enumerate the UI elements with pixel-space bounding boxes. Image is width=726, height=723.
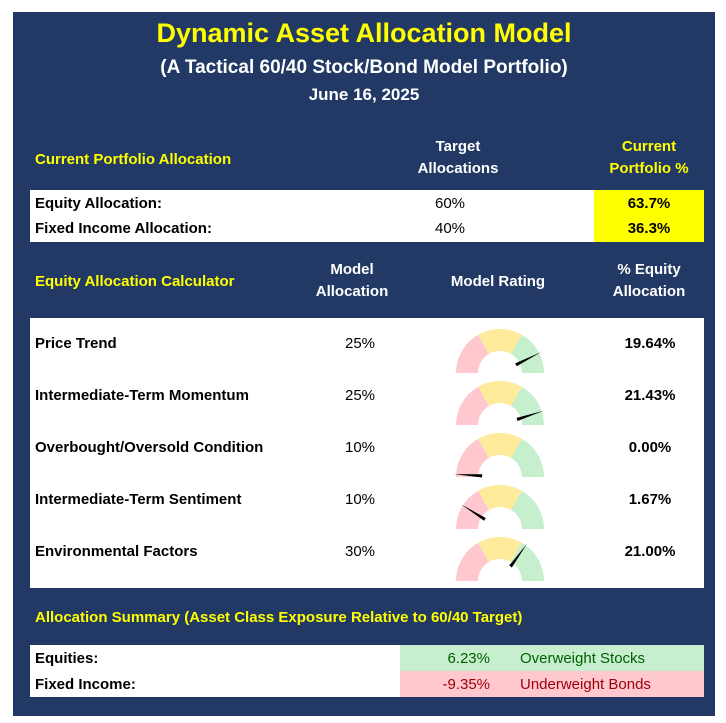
model-col-header: Model Allocation [292,259,412,303]
portfolio-table: Equity Allocation: 60% 63.7% Fixed Incom… [30,190,704,242]
current-col-header: Current Portfolio % [589,136,709,180]
current-value: 63.7% [627,195,671,212]
target-value: 40% [434,220,466,237]
table-row: Equities: 6.23% Overweight Stocks [30,650,704,670]
equity-value: 0.00% [628,439,672,456]
equity-value: 1.67% [628,491,672,508]
summary-note: Overweight Stocks [520,650,646,667]
current-highlight [594,190,704,242]
summary-table: Equities: 6.23% Overweight Stocks Fixed … [30,645,704,697]
gauge-zone-bearish [456,334,489,373]
gauge-zone-neutral [478,537,522,562]
rating-gauge [450,428,550,480]
equity-value: 21.43% [624,387,676,404]
underweight-highlight [400,671,704,697]
report-date: June 16, 2025 [308,85,420,104]
gauge-svg [456,381,544,425]
equity-col-header-line1: % Equity [617,261,681,278]
table-row: Environmental Factors 30% 21.00% [30,543,704,563]
row-label: Intermediate-Term Momentum [35,387,249,404]
current-col-header-line1: Current [621,138,677,155]
summary-section-title: Allocation Summary (Asset Class Exposure… [35,609,523,626]
rating-gauge [450,324,550,376]
gauge-svg [456,329,544,373]
row-label: Environmental Factors [35,543,198,560]
equity-value: 19.64% [624,335,676,352]
model-value: 10% [344,439,376,456]
gauge-zone-neutral [478,485,522,510]
gauge-zone-bullish [511,386,544,425]
table-row: Intermediate-Term Momentum 25% 21.43% [30,387,704,407]
target-value: 60% [434,195,466,212]
summary-value: 6.23% [447,650,490,667]
gauge-zone-neutral [478,381,522,406]
gauge-needle [454,474,483,478]
gauge-svg [456,485,544,529]
gauge-zone-neutral [478,433,522,458]
equity-col-header-line2: Allocation [612,283,686,300]
summary-value: -9.35% [442,676,490,693]
model-value: 10% [344,491,376,508]
rating-gauge [450,376,550,428]
summary-note: Underweight Bonds [520,676,651,693]
gauge-zone-bearish [456,438,489,477]
model-col-header-line1: Model [330,261,374,278]
equity-value: 21.00% [624,543,676,560]
rating-gauge [450,480,550,532]
table-row: Overbought/Oversold Condition 10% 0.00% [30,439,704,459]
report-subtitle: (A Tactical 60/40 Stock/Bond Model Portf… [160,57,568,78]
calculator-table: Price Trend 25% 19.64% Intermediate-Term… [30,318,704,588]
model-col-header-line2: Allocation [315,283,389,300]
row-label: Fixed Income: [35,676,136,693]
target-col-header-line1: Target [435,138,481,155]
report-title: Dynamic Asset Allocation Model [156,18,572,48]
gauge-zone-bearish [456,542,489,581]
current-value: 36.3% [627,220,671,237]
row-label: Equities: [35,650,99,667]
model-value: 25% [344,335,376,352]
gauge-zone-bullish [511,334,544,373]
gauge-svg [454,433,544,478]
report-frame: Dynamic Asset Allocation Model (A Tactic… [13,12,715,716]
target-col-header-line2: Allocations [417,160,499,177]
row-label: Equity Allocation: [35,195,162,212]
row-label: Fixed Income Allocation: [35,220,212,237]
model-value: 30% [344,543,376,560]
target-col-header: Target Allocations [398,136,518,180]
table-row: Intermediate-Term Sentiment 10% 1.67% [30,491,704,511]
table-row: Price Trend 25% 19.64% [30,335,704,355]
rating-gauge [450,532,550,584]
gauge-zone-bullish [511,438,544,477]
gauge-zone-neutral [478,329,522,354]
gauge-needle [509,543,528,568]
gauge-zone-bullish [511,542,544,581]
gauge-needle [461,504,486,521]
row-label: Intermediate-Term Sentiment [35,491,242,508]
table-row: Fixed Income: -9.35% Underweight Bonds [30,676,704,696]
current-col-header-line2: Portfolio % [609,160,689,177]
portfolio-section-title: Current Portfolio Allocation [35,151,232,168]
equity-col-header: % Equity Allocation [589,259,709,303]
gauge-svg [456,537,544,581]
gauge-zone-bearish [456,386,489,425]
model-value: 25% [344,387,376,404]
gauge-needle [516,410,544,421]
table-row: Equity Allocation: 60% 63.7% [30,195,704,215]
rating-col-header: Model Rating [450,273,546,290]
calculator-section-title: Equity Allocation Calculator [35,273,235,290]
row-label: Price Trend [35,335,117,352]
gauge-zone-bullish [511,490,544,529]
gauge-zone-bearish [456,490,489,529]
overweight-highlight [400,645,704,671]
row-label: Overbought/Oversold Condition [35,439,264,456]
table-row: Fixed Income Allocation: 40% 36.3% [30,220,704,240]
gauge-needle [515,352,541,367]
